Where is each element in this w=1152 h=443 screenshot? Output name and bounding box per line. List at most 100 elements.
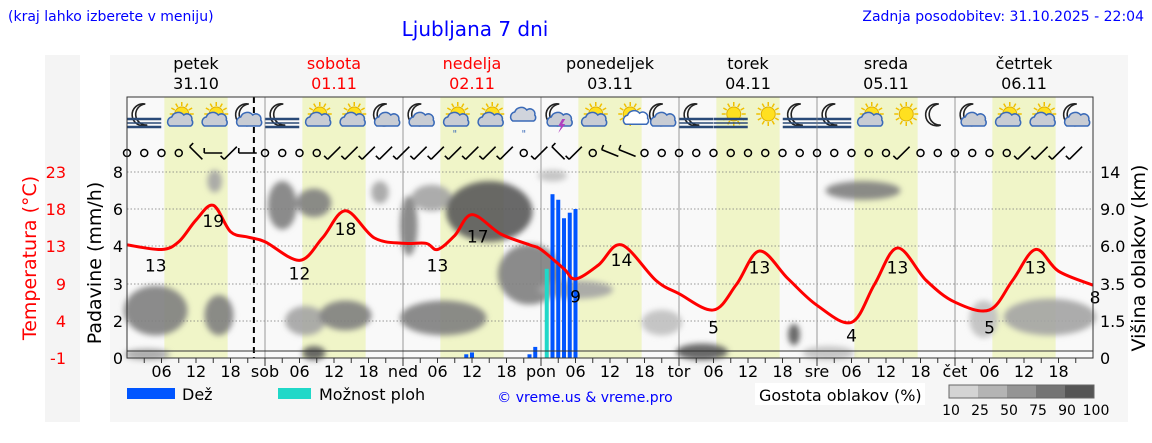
wind-barb-icon <box>203 148 223 154</box>
precipitation-tick: 6 <box>113 200 123 219</box>
sun-small-cloud-icon <box>618 102 650 126</box>
legend-density-label: Gostota oblakov (%) <box>759 386 922 405</box>
wind-feather <box>892 155 898 160</box>
hour-tick-label: 18 <box>910 362 930 381</box>
wind-feather <box>461 155 467 160</box>
sun-ray <box>633 103 637 108</box>
temperature-tick: -1 <box>50 349 66 368</box>
sun-ray <box>589 103 593 108</box>
day-abbr-tick: tor <box>668 362 691 381</box>
wind-calm-icon <box>761 148 770 158</box>
wind-shaft <box>896 146 911 160</box>
wind-barb-icon <box>461 146 479 160</box>
hour-tick-label: 18 <box>496 362 516 381</box>
wind-shaft <box>447 146 462 160</box>
wind-feather <box>1013 155 1019 160</box>
sun-ray <box>461 103 465 108</box>
sun-ray <box>757 107 762 111</box>
wind-shaft <box>189 146 203 160</box>
cloud-blob <box>267 181 297 230</box>
moon-cloud-icon <box>959 103 987 127</box>
cloud-icon <box>408 111 435 127</box>
cloud-blob <box>446 181 533 242</box>
wind-calm-icon <box>881 148 891 158</box>
hour-tick-label: 12 <box>738 362 758 381</box>
wind-shaft <box>601 148 619 158</box>
cloud-blob <box>788 323 800 346</box>
credit-link[interactable]: © vreme.us & vreme.pro <box>497 390 672 406</box>
wind-shaft <box>430 146 445 160</box>
wind-barb-icon <box>565 146 583 160</box>
cloud-height-tick: 6.0 <box>1100 237 1125 256</box>
sun-cloud-icon <box>166 102 194 127</box>
cloud-height-tick: 9.0 <box>1100 200 1125 219</box>
density-tick: 25 <box>971 403 989 419</box>
cloud-icon <box>649 111 677 127</box>
wind-shaft <box>499 146 514 160</box>
legend-density-bg <box>755 383 925 405</box>
cloud-icon <box>1063 111 1091 127</box>
wind-feather <box>600 144 605 150</box>
day-abbr-tick: pon <box>526 362 556 381</box>
last-updated: Zadnja posodobitev: 31.10.2025 - 22:04 <box>862 9 1144 25</box>
wind-feather <box>392 155 398 160</box>
wind-feather <box>358 155 363 160</box>
cloud-height-tick: 0 <box>1100 349 1110 368</box>
sun-ray <box>175 103 179 108</box>
moon-cloud-icon <box>1062 103 1091 127</box>
density-frame <box>948 384 1095 399</box>
cloud-icon <box>1029 111 1056 127</box>
sun-ray <box>495 103 499 108</box>
daylight-band <box>854 97 918 358</box>
wind-shaft <box>1034 146 1049 160</box>
wind-barb-icon <box>323 146 341 160</box>
day-date: 31.10 <box>173 74 219 93</box>
cloud-icon <box>373 111 401 127</box>
moon-fog-icon <box>817 103 852 129</box>
cloud-icon <box>304 111 332 127</box>
wind-barb-icon <box>1030 146 1049 160</box>
location-hint[interactable]: (kraj lahko izberete v meniju) <box>8 9 214 25</box>
sun-ray <box>1033 107 1038 111</box>
cloud-icon <box>994 111 1022 127</box>
wind-barb-icon <box>340 146 359 160</box>
precipitation-tick: 4 <box>113 237 123 256</box>
cloud-icon <box>509 106 537 122</box>
sun-cloud-icon <box>994 102 1022 127</box>
wind-shaft <box>534 146 548 160</box>
precipitation-tick: 8 <box>113 163 123 182</box>
sun-ray <box>895 117 900 121</box>
temperature-series: 13 19 12 18 13 17 9 14 5 13 4 13 5 13 8 <box>126 203 1100 346</box>
wind-feather <box>220 155 225 160</box>
wind-calm-icon <box>295 148 304 158</box>
sun-ray <box>326 107 331 111</box>
rain-bar <box>464 354 469 358</box>
sun-ray <box>308 107 314 111</box>
sun-ray <box>446 107 452 111</box>
density-swatch <box>1065 385 1094 398</box>
sun-icon <box>894 102 919 126</box>
day-date: 04.11 <box>725 74 771 93</box>
sun-icon <box>894 102 919 126</box>
wind-feather <box>340 155 346 160</box>
legend-rain-label: Dež <box>182 385 213 404</box>
wind-shaft <box>551 146 566 160</box>
day-name: sobota <box>307 54 361 73</box>
sun-ray <box>599 103 603 108</box>
temperature-tick: 9 <box>56 275 66 294</box>
cloud-blob <box>302 346 326 361</box>
temperature-label: 13 <box>427 257 449 277</box>
sun-ray <box>909 120 913 125</box>
cloud-icon <box>477 111 504 127</box>
sun-ray <box>722 107 728 111</box>
wind-feather <box>444 155 449 160</box>
day-name: nedelja <box>443 54 502 73</box>
hour-tick-label: 06 <box>703 362 723 381</box>
sun-ray <box>865 103 869 108</box>
hour-tick-label: 06 <box>565 362 585 381</box>
wind-feather <box>496 155 501 160</box>
sun-cloud-icon <box>304 102 332 127</box>
hour-tick-label: 18 <box>1048 362 1068 381</box>
wind-calm-icon <box>950 148 960 158</box>
sun-fog-icon <box>713 102 748 129</box>
